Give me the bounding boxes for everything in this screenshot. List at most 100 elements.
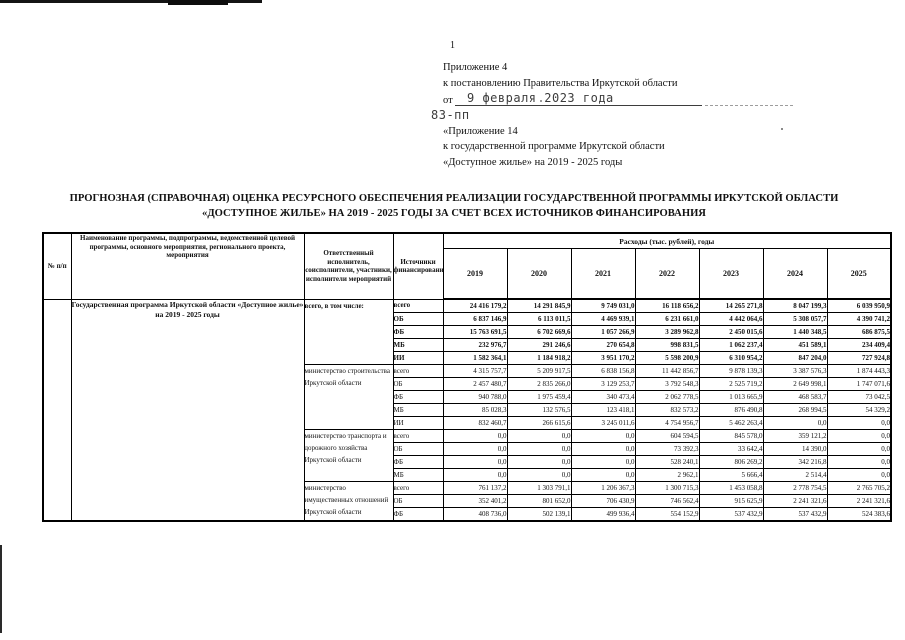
table-row: Государственная программа Иркутской обла… (42, 298, 892, 522)
value-cell: 2 241 321,6 (762, 494, 828, 508)
value-cell: 4 442 064,6 (698, 312, 764, 326)
value-cell: 5 462 263,4 (698, 416, 764, 430)
value-cell: 1 057 266,9 (570, 325, 636, 339)
value-cell: 801 652,0 (506, 494, 572, 508)
value-cell: 1 747 071,6 (826, 377, 892, 391)
value-cell: 0,0 (442, 468, 508, 482)
value-cell: 0,0 (826, 416, 892, 430)
value-cell: 1 582 364,1 (442, 351, 508, 365)
value-cell: 998 831,5 (634, 338, 700, 352)
value-cell: 234 409,4 (826, 338, 892, 352)
source-cell: всего (392, 364, 444, 378)
source-cell: ОБ (392, 442, 444, 456)
source-cell: ФБ (392, 455, 444, 469)
value-cell: 6 702 669,6 (506, 325, 572, 339)
year-cell: 2021 (570, 248, 636, 300)
value-cell: 2 765 705,2 (826, 481, 892, 495)
table-row: МБ 232 976,7 291 246,6 270 654,8 998 831,5 1 … (43, 338, 892, 352)
value-cell: 3 129 253,7 (570, 377, 636, 391)
value-cell: 5 666,4 (698, 468, 764, 482)
header-name: Наименование программы, подпрограммы, ве… (70, 232, 305, 300)
num-cell (42, 298, 72, 522)
value-cell: 537 432,9 (762, 507, 828, 522)
source-cell: ИИ (392, 351, 444, 365)
value-cell: 0,0 (826, 442, 892, 456)
executor-cell: министерство транспорта и дорожного хозя… (303, 429, 394, 482)
date-line: от 9 февраля 2023 года (443, 91, 793, 108)
value-cell: 0,0 (570, 442, 636, 456)
value-cell: 0,0 (506, 455, 572, 469)
header-expenses: Расходы (тыс. рублей), годы (442, 232, 892, 249)
source-cell: всего (392, 429, 444, 443)
date-underline-dashes (705, 104, 793, 106)
value-cell: 3 387 576,3 (762, 364, 828, 378)
value-cell: 132 576,5 (506, 403, 572, 417)
value-cell: 1 874 443,3 (826, 364, 892, 378)
value-cell: 537 432,9 (698, 507, 764, 522)
executor-cell: всего, в том числе: (303, 298, 394, 365)
value-cell: 6 231 661,0 (634, 312, 700, 326)
source-cell: МБ (392, 338, 444, 352)
scan-speck (781, 128, 783, 130)
header-sources: Источники финансирования (392, 232, 444, 300)
value-cell: 408 736,0 (442, 507, 508, 522)
value-cell: 340 473,4 (570, 390, 636, 404)
value-cell: 268 994,5 (762, 403, 828, 417)
value-cell: 1 062 237,4 (698, 338, 764, 352)
value-cell: 14 390,0 (762, 442, 828, 456)
value-cell: 686 875,5 (826, 325, 892, 339)
value-cell: 9 749 031,0 (570, 298, 636, 313)
value-cell: 352 401,2 (442, 494, 508, 508)
value-cell: 0,0 (826, 429, 892, 443)
value-cell: 3 289 962,8 (634, 325, 700, 339)
appendix-line: Приложение 4 (443, 62, 508, 73)
value-cell: 0,0 (506, 468, 572, 482)
year-cell: 2020 (506, 248, 572, 300)
table-body: Государственная программа Иркутской обла… (42, 298, 892, 522)
value-cell: 5 209 917,5 (506, 364, 572, 378)
value-cell: 1 013 665,9 (698, 390, 764, 404)
value-cell: 706 430,9 (570, 494, 636, 508)
value-cell: 0,0 (826, 468, 892, 482)
value-cell: 33 642,4 (698, 442, 764, 456)
value-cell: 0,0 (506, 429, 572, 443)
value-cell: 6 837 146,9 (442, 312, 508, 326)
value-cell: 832 573,2 (634, 403, 700, 417)
value-cell: 0,0 (570, 429, 636, 443)
decree-line: к постановлению Правительства Иркутской … (443, 77, 678, 89)
value-cell: 16 118 656,2 (634, 298, 700, 313)
table-row: ФБ 15 763 691,5 6 702 669,6 1 057 266,9 3 28… (43, 325, 892, 339)
appendix14-line: «Приложение 14 (443, 125, 518, 137)
value-cell: 0,0 (442, 429, 508, 443)
source-cell: ФБ (392, 507, 444, 522)
value-cell: 4 315 757,7 (442, 364, 508, 378)
value-cell: 2 062 778,5 (634, 390, 700, 404)
program-name-cell: Государственная программа Иркутской обла… (70, 298, 305, 522)
value-cell: 8 047 199,3 (762, 298, 828, 313)
source-cell: ФБ (392, 325, 444, 339)
value-cell: 4 390 741,2 (826, 312, 892, 326)
source-cell: ОБ (392, 377, 444, 391)
value-cell: 359 121,2 (762, 429, 828, 443)
scan-speck (540, 100, 542, 102)
table-row: ФБ 408 736,0 502 139,1 499 936,4 554 152,9 53… (43, 507, 892, 522)
value-cell: 524 383,6 (826, 507, 892, 522)
value-cell: 2 241 321,6 (826, 494, 892, 508)
value-cell: 6 039 950,9 (826, 298, 892, 313)
source-cell: ОБ (392, 312, 444, 326)
value-cell: 1 206 367,3 (570, 481, 636, 495)
value-cell: 499 936,4 (570, 507, 636, 522)
document-title: ПРОГНОЗНАЯ (СПРАВОЧНАЯ) ОЦЕНКА РЕСУРСНОГ… (69, 193, 839, 219)
value-cell: 806 269,2 (698, 455, 764, 469)
value-cell: 14 265 271,8 (698, 298, 764, 313)
value-cell: 0,0 (570, 468, 636, 482)
value-cell: 3 792 548,3 (634, 377, 700, 391)
value-cell: 1 440 348,5 (762, 325, 828, 339)
value-cell: 3 245 011,6 (570, 416, 636, 430)
value-cell: 11 442 856,7 (634, 364, 700, 378)
value-cell: 270 654,8 (570, 338, 636, 352)
value-cell: 528 240,1 (634, 455, 700, 469)
value-cell: 0,0 (506, 442, 572, 456)
value-cell: 24 416 179,2 (442, 298, 508, 313)
